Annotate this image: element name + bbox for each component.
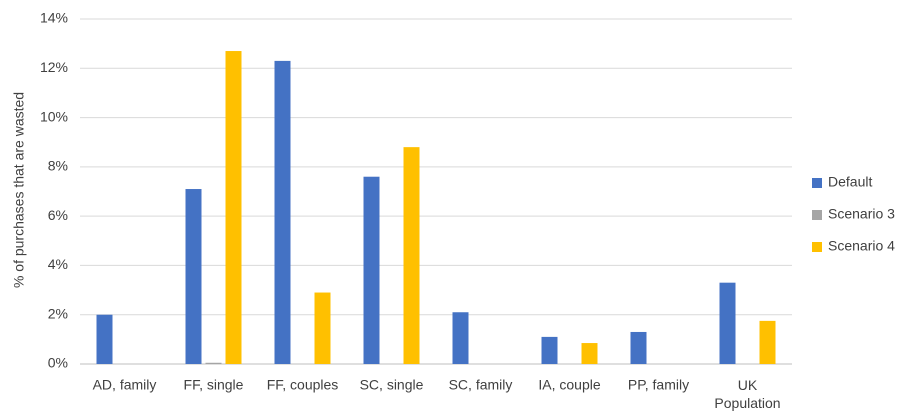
y-tick-label: 12% <box>40 59 68 75</box>
y-tick-label: 6% <box>48 207 68 223</box>
x-tick-label: FF, couples <box>267 377 339 393</box>
bar <box>96 314 113 364</box>
bar <box>452 312 469 364</box>
y-tick-label: 14% <box>40 10 68 26</box>
x-tick-label: UK Population <box>714 377 780 411</box>
legend-swatch <box>812 210 822 220</box>
y-tick-label: 8% <box>48 158 68 174</box>
bar <box>541 336 558 364</box>
bar <box>225 51 242 365</box>
legend-swatch <box>812 242 822 252</box>
y-tick-label: 2% <box>48 305 68 321</box>
bar <box>205 362 222 364</box>
y-axis-label: % of purchases that are wasted <box>11 92 27 288</box>
bar <box>274 60 291 365</box>
y-tick-label: 4% <box>48 256 68 272</box>
y-tick-label: 10% <box>40 108 68 124</box>
x-tick-label: PP, family <box>628 377 689 393</box>
x-tick-label: IA, couple <box>538 377 600 393</box>
legend-label: Scenario 3 <box>828 206 895 222</box>
x-tick-label: AD, family <box>93 377 157 393</box>
bar <box>581 343 598 364</box>
bar <box>185 189 202 364</box>
bar <box>759 320 776 364</box>
x-tick-label: FF, single <box>184 377 244 393</box>
x-tick-label: SC, single <box>360 377 424 393</box>
legend-label: Scenario 4 <box>828 238 895 254</box>
x-tick-label: SC, family <box>449 377 513 393</box>
bar <box>403 147 420 364</box>
legend-swatch <box>812 178 822 188</box>
bar <box>363 176 380 364</box>
legend-label: Default <box>828 174 872 190</box>
y-tick-label: 0% <box>48 355 68 371</box>
bar <box>630 331 647 364</box>
bar <box>314 292 331 364</box>
bar <box>719 282 736 364</box>
